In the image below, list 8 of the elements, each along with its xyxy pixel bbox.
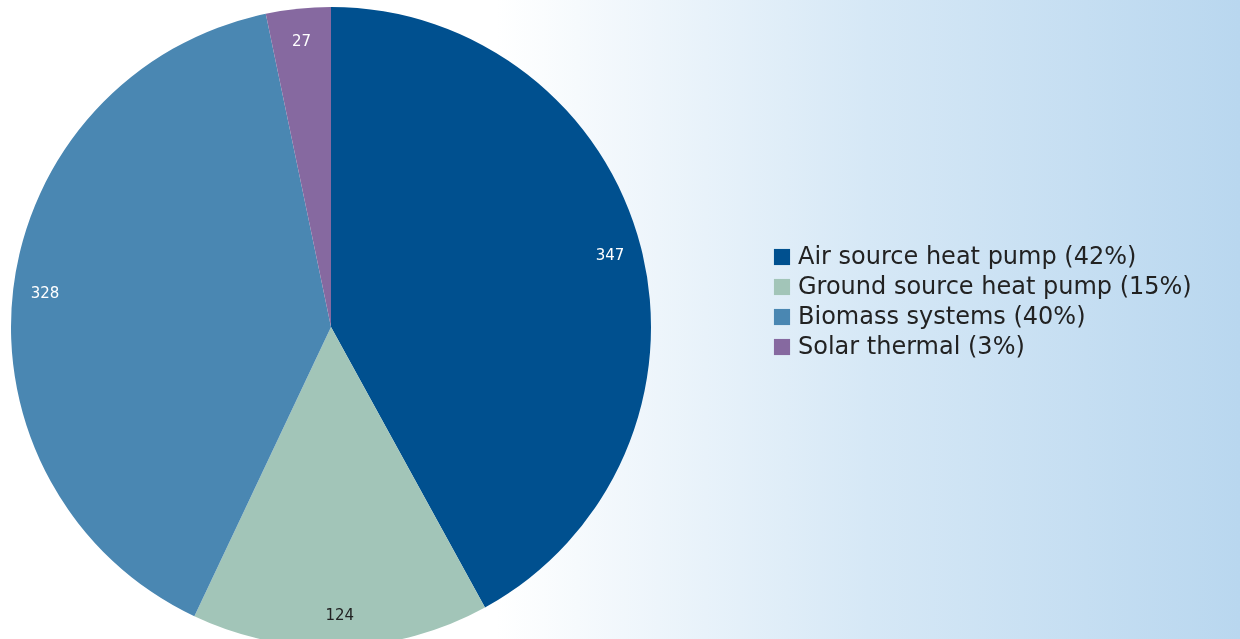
- data-label: 27: [291, 31, 312, 50]
- legend-label: Air source heat pump (42%): [798, 242, 1137, 270]
- data-label: 347: [595, 246, 625, 265]
- data-label: 328: [30, 284, 60, 303]
- legend-label: Ground source heat pump (15%): [798, 272, 1192, 300]
- data-label: 124: [325, 605, 355, 624]
- legend-label: Solar thermal (3%): [798, 332, 1025, 360]
- legend-label: Biomass systems (40%): [798, 302, 1086, 330]
